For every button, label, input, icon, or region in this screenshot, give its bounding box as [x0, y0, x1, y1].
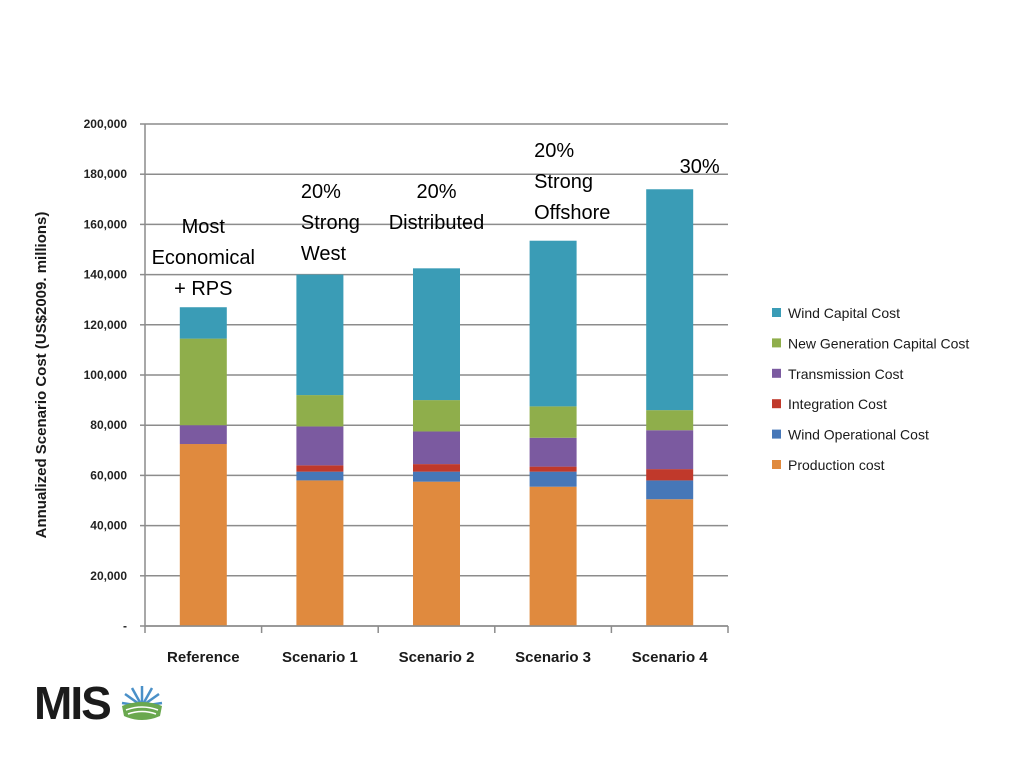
- scenario-annotation: Strong: [534, 171, 593, 193]
- logo-text: MIS: [34, 677, 112, 729]
- y-tick-labels: - 20,000 40,000 60,000 80,000 100,000 120,000 1…: [84, 117, 128, 633]
- bar-segment: [529, 437, 577, 467]
- bar-segment: [296, 480, 344, 626]
- bar-segment: [179, 444, 227, 626]
- scenario-annotation: + RPS: [174, 278, 232, 300]
- x-category-labels: Reference Scenario 1 Scenario 2 Scenario 3 S…: [167, 649, 708, 666]
- legend-swatch: [772, 338, 781, 348]
- bar-segment: [413, 400, 460, 432]
- bar-segment: [179, 425, 227, 445]
- bar-segment: [179, 338, 227, 426]
- y-axis-label: Annualized Scenario Cost (US$2009. milli…: [33, 212, 50, 539]
- bar-segment: [529, 240, 577, 407]
- bar-segment: [296, 465, 344, 472]
- bar-segment: [646, 430, 694, 470]
- scenario-annotation: Strong: [301, 212, 360, 234]
- y-tick-label: -: [123, 619, 127, 633]
- y-tick-label: 200,000: [84, 117, 128, 131]
- x-category-label: Scenario 4: [632, 649, 709, 666]
- scenario-annotation: 30%: [680, 156, 720, 178]
- legend-swatch: [772, 308, 781, 317]
- bar-segment: [413, 471, 460, 482]
- legend-swatch: [772, 429, 781, 439]
- y-tick-label: 160,000: [84, 217, 128, 231]
- bar-segment: [646, 480, 694, 500]
- legend-label: Transmission Cost: [788, 366, 904, 382]
- legend-swatch: [772, 399, 781, 409]
- bar-segment: [529, 466, 577, 472]
- scenario-annotation: Most: [182, 216, 226, 238]
- y-tick-label: 40,000: [90, 519, 127, 533]
- x-category-label: Reference: [167, 649, 240, 666]
- bar-segment: [179, 307, 227, 339]
- y-tick-label: 60,000: [90, 468, 127, 482]
- legend: Wind Capital Cost New Generation Capital …: [772, 305, 969, 473]
- legend-label: Wind Operational Cost: [788, 427, 929, 443]
- bar-segment: [529, 486, 577, 626]
- scenario-annotation: West: [301, 243, 347, 265]
- bar-segment: [296, 395, 344, 427]
- y-tick-label: 100,000: [84, 368, 128, 382]
- axes: [144, 124, 729, 633]
- bar-segment: [646, 469, 694, 481]
- bar-segment: [529, 471, 577, 487]
- y-tick-label: 120,000: [84, 318, 128, 332]
- legend-label: Wind Capital Cost: [788, 305, 900, 321]
- legend-swatch: [772, 368, 781, 378]
- scenario-annotation: Distributed: [389, 212, 485, 234]
- bars: [179, 189, 694, 626]
- annotations: Most Economical + RPS 20% Strong West 20% Distr…: [152, 140, 720, 300]
- y-tick-label: 20,000: [90, 569, 127, 583]
- legend-label: New Generation Capital Cost: [788, 335, 969, 351]
- y-tick-label: 140,000: [84, 268, 128, 282]
- scenario-annotation: 20%: [534, 140, 574, 162]
- bar-segment: [413, 481, 460, 626]
- bar-segment: [529, 406, 577, 438]
- x-category-label: Scenario 1: [282, 649, 358, 666]
- bar-segment: [413, 268, 460, 401]
- logo-sun-icon: [121, 686, 163, 720]
- y-tick-label: 80,000: [90, 418, 127, 432]
- scenario-annotation: Offshore: [534, 202, 610, 224]
- legend-swatch: [772, 460, 781, 469]
- bar-segment: [646, 189, 694, 411]
- bar-segment: [646, 410, 694, 431]
- bar-segment: [296, 426, 344, 466]
- x-category-label: Scenario 3: [515, 649, 591, 666]
- bar-segment: [413, 431, 460, 465]
- bar-segment: [413, 464, 460, 472]
- y-tick-label: 180,000: [84, 167, 128, 181]
- scenario-annotation: 20%: [301, 181, 341, 203]
- scenario-annotation: 20%: [416, 181, 456, 203]
- bar-segment: [296, 274, 344, 396]
- legend-label: Integration Cost: [788, 396, 887, 412]
- scenario-annotation: Economical: [152, 247, 255, 269]
- bar-segment: [296, 471, 344, 481]
- bar-segment: [646, 499, 694, 626]
- legend-label: Production cost: [788, 457, 885, 473]
- x-category-label: Scenario 2: [399, 649, 475, 666]
